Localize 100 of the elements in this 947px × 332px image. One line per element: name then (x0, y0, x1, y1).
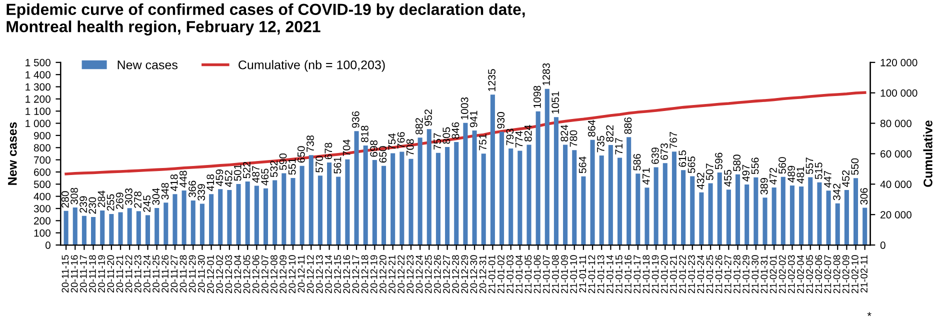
x-tick-label: 20-12-25 (424, 255, 432, 294)
x-tick-label: 20-11-23 (134, 255, 142, 292)
x-tick-label: 20-12-17 (352, 255, 360, 294)
data-label: 882 (415, 118, 423, 134)
x-tick-label: 20-12-26 (434, 255, 441, 294)
y2-axis-title: Cumulative (923, 120, 932, 187)
data-label: 596 (715, 152, 722, 170)
bar (272, 180, 278, 246)
bar (490, 94, 495, 246)
data-label: 952 (424, 109, 432, 126)
data-label: 704 (342, 139, 350, 156)
bar (127, 208, 132, 246)
x-tick-label: 21-02-01 (770, 255, 777, 294)
data-label: 507 (706, 164, 714, 180)
data-label: 550 (851, 158, 859, 175)
x-tick-label: 21-02-08 (833, 255, 840, 294)
bar (826, 190, 831, 246)
bar (672, 152, 676, 246)
bar (563, 144, 568, 246)
y-tick-label: 1 300 (26, 83, 50, 91)
bar (681, 170, 686, 246)
bar (690, 176, 695, 246)
data-label: 278 (134, 191, 142, 208)
bar (862, 208, 868, 246)
bar (372, 160, 377, 246)
data-label: 886 (624, 117, 632, 134)
bar (780, 176, 786, 246)
y2-tick-label: 120 000 (880, 58, 918, 66)
bar (572, 150, 577, 246)
x-tick-label: 20-12-30 (470, 255, 478, 294)
data-label: 481 (796, 166, 804, 184)
bar (308, 155, 314, 246)
data-label: 306 (860, 188, 868, 205)
data-label: 818 (361, 126, 368, 142)
bar (717, 172, 722, 246)
bar (599, 156, 604, 246)
data-label: 774 (515, 130, 523, 148)
bar (182, 190, 186, 246)
data-label: 515 (814, 162, 822, 180)
x-tick-label: 20-11-22 (125, 255, 132, 292)
x-tick-label: 21-01-04 (516, 255, 523, 294)
x-tick-label: 21-01-03 (506, 255, 514, 294)
bar (172, 194, 178, 246)
bar (536, 111, 540, 246)
data-label: 557 (806, 158, 814, 174)
data-label: 767 (670, 132, 678, 148)
y2-tick-label: 20 000 (880, 211, 912, 218)
bar (408, 158, 414, 246)
data-label: 561 (334, 157, 342, 174)
bar (100, 210, 105, 246)
y-tick-label: 400 (34, 192, 50, 200)
bar (263, 188, 268, 246)
x-tick-label: 21-01-13 (597, 255, 604, 294)
bar (426, 129, 432, 246)
data-label: 522 (243, 162, 250, 178)
x-tick-label: 21-01-01 (488, 255, 496, 294)
x-tick-label: 20-12-08 (270, 255, 278, 294)
data-label: 366 (188, 180, 196, 198)
data-label: 308 (70, 188, 78, 204)
data-label: 465 (261, 168, 269, 186)
x-tick-label: 21-01-27 (724, 255, 732, 294)
bar (64, 210, 68, 246)
y-axis-title: New cases (8, 122, 17, 185)
x-tick-label: 20-12-16 (343, 255, 350, 294)
bar (499, 132, 504, 246)
data-label: 245 (143, 195, 151, 212)
data-label: 751 (479, 134, 486, 150)
data-label: 766 (397, 132, 405, 148)
bar (200, 204, 204, 246)
x-tick-label: 20-11-26 (162, 255, 169, 292)
data-label: 930 (497, 112, 505, 129)
bar (209, 194, 214, 246)
bar (835, 203, 840, 246)
bar (236, 184, 241, 246)
x-tick-label: 20-12-19 (370, 255, 378, 294)
y-tick-label: 1 200 (26, 95, 50, 103)
bar (363, 145, 368, 246)
x-tick-label: 20-11-21 (116, 255, 124, 292)
bar (91, 217, 96, 246)
text: * (867, 312, 872, 316)
data-label: 1235 (488, 69, 496, 92)
y2-tick-label: 60 000 (880, 150, 912, 158)
data-label: 780 (570, 130, 578, 147)
x-tick-label: 20-12-04 (234, 255, 242, 294)
data-label: 471 (642, 168, 650, 185)
x-tick-label: 20-11-20 (107, 255, 114, 292)
data-label: 348 (161, 182, 169, 200)
bar (754, 177, 758, 246)
y-tick-label: 600 (34, 168, 50, 176)
x-tick-label: 20-12-14 (325, 255, 332, 294)
x-tick-label: 20-11-24 (143, 255, 150, 292)
x-tick-label: 21-02-09 (842, 255, 850, 294)
data-label: 650 (297, 146, 305, 163)
bar (82, 216, 86, 246)
x-tick-label: 20-12-27 (443, 255, 450, 294)
bar (190, 200, 196, 246)
data-label: 735 (597, 136, 604, 152)
data-label: 432 (696, 172, 704, 190)
bar (390, 153, 396, 246)
data-label: 339 (198, 184, 206, 201)
